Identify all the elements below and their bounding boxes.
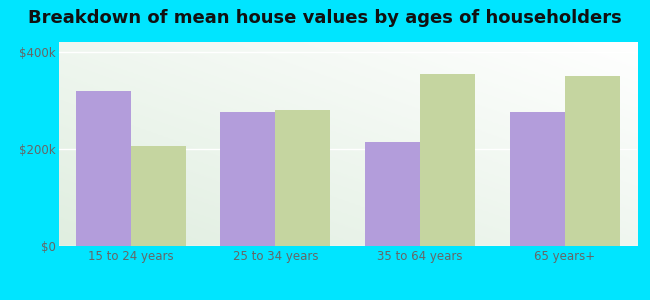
Bar xyxy=(565,76,619,246)
Bar xyxy=(220,112,276,246)
Bar xyxy=(131,146,186,246)
Bar xyxy=(76,91,131,246)
Bar xyxy=(276,110,330,246)
Legend: Westbrook, Maine: Westbrook, Maine xyxy=(250,298,445,300)
Text: Breakdown of mean house values by ages of householders: Breakdown of mean house values by ages o… xyxy=(28,9,622,27)
Bar xyxy=(365,142,420,246)
Bar xyxy=(510,112,565,246)
Bar xyxy=(420,74,475,246)
